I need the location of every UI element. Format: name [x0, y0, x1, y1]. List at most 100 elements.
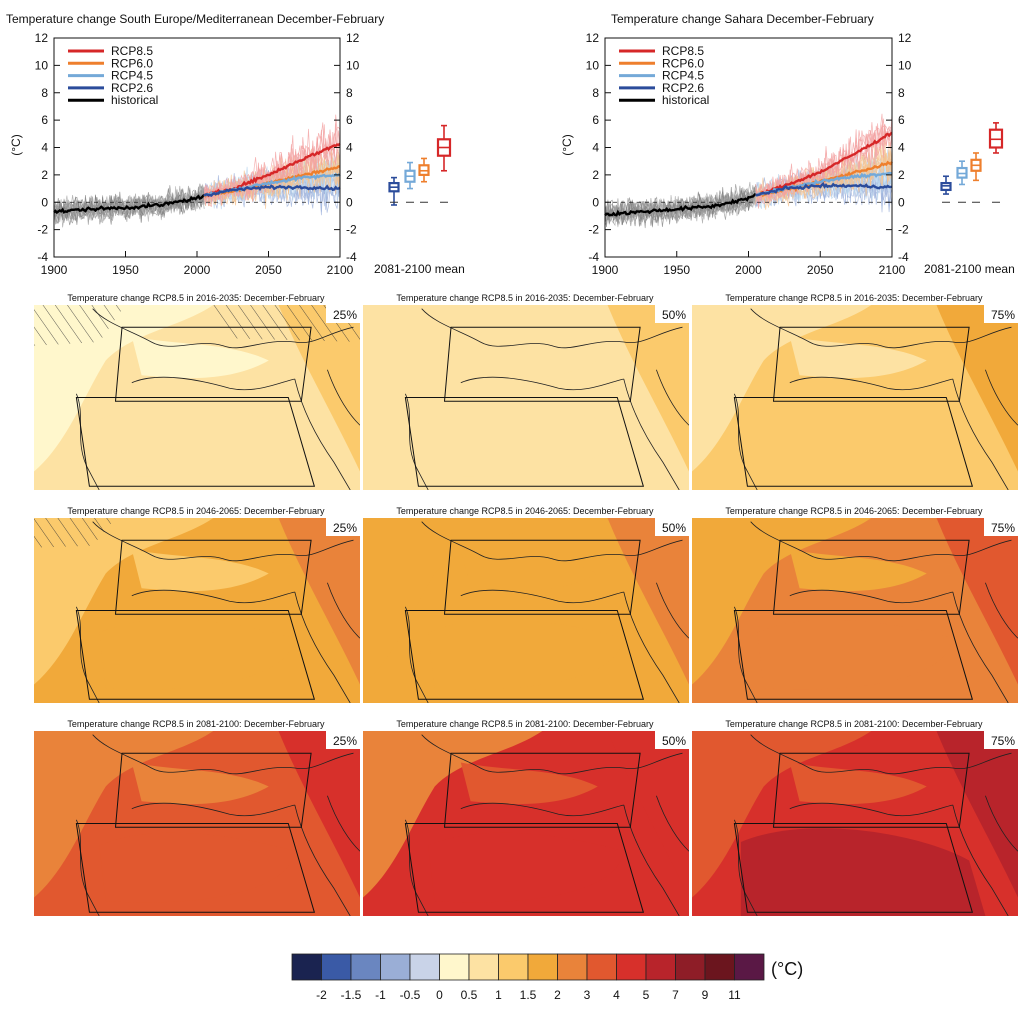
map-coastline	[734, 521, 1018, 703]
percentile-label: 25%	[333, 308, 357, 322]
map-sahara-core	[757, 406, 953, 477]
map-mediterranean-region	[460, 549, 598, 592]
colorbar-tick-label: 2	[554, 988, 561, 1002]
map-east-warm-region	[607, 518, 689, 685]
colorbar: (°C) -2 -1.5 -1 -0.5 0 0.5 1 1.5 2 3 4 5 7 9 11	[291, 953, 803, 1002]
tsR-ytick-label-right: 12	[898, 31, 912, 45]
map-grid: Temperature change RCP8.5 in 2016-2035: …	[34, 293, 1018, 916]
map-sahara-core	[99, 619, 295, 690]
map-cool-region	[363, 518, 543, 685]
colorbar-swatch	[498, 953, 529, 981]
tsL-legend-label-rcp60: RCP6.0	[111, 56, 153, 70]
map-mediterranean-region	[789, 549, 927, 592]
tsR-ytick-label-left: 0	[592, 195, 599, 209]
tsL-xtick-label: 1950	[112, 263, 139, 277]
map-title-r2-c3: Temperature change RCP8.5 in 2046-2065: …	[725, 506, 983, 516]
map-field	[34, 731, 360, 916]
tsR-ytick-label-left: 10	[586, 58, 600, 72]
tsL-xtick-label: 2050	[255, 263, 282, 277]
colorbar-swatch	[645, 953, 676, 981]
tsL-xtick-label: 2000	[184, 263, 211, 277]
tsL-ytick-label-left: 10	[35, 58, 49, 72]
map-sahara-core	[428, 832, 624, 903]
tsL-rcp85-member	[203, 114, 340, 206]
colorbar-swatch	[586, 953, 617, 981]
tsR-ytick-label-right: 0	[898, 195, 905, 209]
tsL-ytick-label-left: 2	[41, 168, 48, 182]
colorbar-swatch	[734, 953, 765, 981]
tsR-ytick-label-left: 2	[592, 168, 599, 182]
colorbar-swatch	[380, 953, 411, 981]
colorbar-tick-label: 5	[643, 988, 650, 1002]
colorbar-tick-label: 4	[613, 988, 620, 1002]
tsL-ytick-label-right: 4	[346, 141, 353, 155]
tsR-legend-label-historical: historical	[662, 93, 709, 107]
map-region-box-mediterranean	[114, 326, 312, 402]
tsL-boxplot-rcp45	[404, 161, 416, 203]
tsL-ytick-label-left: -2	[37, 223, 48, 237]
map-cool-region	[34, 731, 214, 898]
map-hot-region	[740, 828, 986, 916]
map-panel-r1-c3: 75%	[692, 305, 1018, 490]
map-field	[363, 731, 689, 916]
colorbar-tick-label: -2	[316, 988, 327, 1002]
map-mediterranean-region	[131, 762, 269, 805]
map-sahara-core	[99, 406, 295, 477]
map-cool-region	[34, 305, 214, 472]
colorbar-swatch	[291, 953, 322, 981]
boxplot-label-right: 2081-2100 mean	[924, 262, 1015, 276]
tsL-boxplot-rcp60	[418, 157, 430, 203]
map-region-box-sahara	[404, 823, 645, 913]
tsL-ytick-label-right: 0	[346, 195, 353, 209]
tsR-xtick-label: 2100	[879, 263, 906, 277]
map-field	[692, 518, 1018, 703]
map-cool-region	[692, 518, 872, 685]
tsL-hist-member	[54, 191, 205, 221]
percentile-badge	[984, 731, 1018, 749]
percentile-badge	[655, 731, 689, 749]
y-axis-label-right: (°C)	[560, 134, 574, 155]
map-cool-region	[692, 731, 872, 898]
map-region-box-sahara	[75, 610, 316, 700]
tsL-line-historical	[53, 194, 206, 215]
map-region-box-mediterranean	[443, 326, 641, 402]
percentile-label: 50%	[662, 734, 686, 748]
map-sahara-core	[428, 406, 624, 477]
percentile-badge	[984, 305, 1018, 323]
map-panel-r2-c2: 50%	[363, 518, 689, 703]
tsL-legend-label-historical: historical	[111, 93, 158, 107]
tsL-ytick-label-right: 2	[346, 168, 353, 182]
map-panel-r2-c3: 75%	[692, 518, 1018, 703]
map-east-warm-region	[278, 731, 360, 898]
map-title-r1-c2: Temperature change RCP8.5 in 2016-2035: …	[396, 293, 654, 303]
timeseries-sahara: Temperature change Sahara December-Febru…	[560, 12, 1015, 277]
colorbar-tick-label: 0.5	[461, 988, 478, 1002]
map-title-r3-c2: Temperature change RCP8.5 in 2081-2100: …	[396, 719, 654, 729]
map-region-box-sahara	[75, 397, 316, 487]
map-title-r3-c1: Temperature change RCP8.5 in 2081-2100: …	[67, 719, 325, 729]
tsR-ytick-label-right: -2	[898, 223, 909, 237]
percentile-label: 25%	[333, 734, 357, 748]
map-region-box-sahara	[733, 823, 974, 913]
tsR-ytick-label-left: 8	[592, 86, 599, 100]
map-region-box-mediterranean	[114, 752, 312, 828]
map-coastline	[734, 734, 1018, 916]
percentile-badge	[326, 518, 360, 536]
map-mediterranean-region	[131, 549, 269, 592]
tsR-legend-label-rcp85: RCP8.5	[662, 44, 704, 58]
map-field	[363, 518, 689, 703]
map-coastline	[405, 734, 689, 916]
map-coastline	[405, 308, 689, 490]
map-cool-region	[363, 305, 543, 472]
colorbar-tick-label: -1	[375, 988, 386, 1002]
tsR-xtick-label: 2050	[807, 263, 834, 277]
percentile-label: 50%	[662, 521, 686, 535]
tsR-line-historical	[604, 192, 757, 217]
colorbar-swatch	[468, 953, 499, 981]
tsR-plot-frame	[604, 37, 893, 258]
colorbar-swatch	[527, 953, 558, 981]
percentile-label: 75%	[991, 734, 1015, 748]
tsL-legend-label-rcp85: RCP8.5	[111, 44, 153, 58]
tsR-ensemble	[605, 113, 892, 229]
colorbar-swatch	[321, 953, 352, 981]
